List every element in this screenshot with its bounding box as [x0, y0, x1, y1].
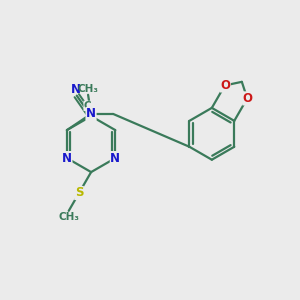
Text: CH₃: CH₃ — [78, 84, 99, 94]
Text: S: S — [75, 187, 83, 200]
Text: N: N — [71, 83, 81, 96]
Text: N: N — [110, 152, 120, 165]
Text: N: N — [86, 107, 96, 120]
Text: C: C — [84, 101, 91, 111]
Text: N: N — [62, 152, 72, 165]
Text: CH₃: CH₃ — [58, 212, 79, 222]
Text: O: O — [243, 92, 253, 105]
Text: O: O — [220, 79, 230, 92]
